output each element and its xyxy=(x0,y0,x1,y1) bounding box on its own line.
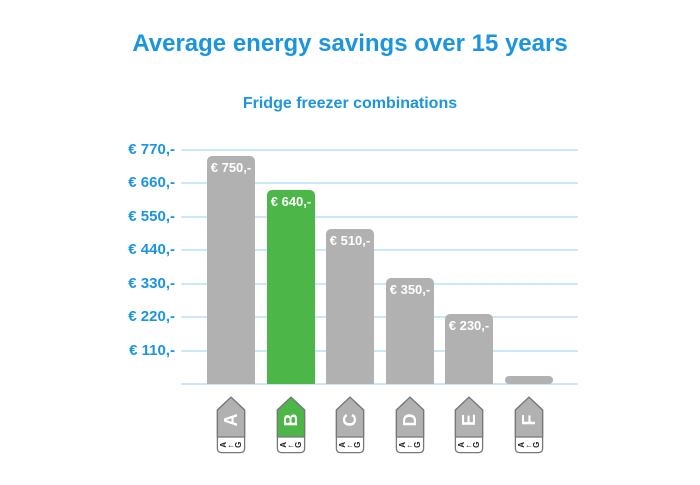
chart-subtitle: Fridge freezer combinations xyxy=(242,95,458,112)
svg-text:G: G xyxy=(234,442,243,448)
bar-D: € 350,- xyxy=(386,278,434,384)
page-title: Average energy savings over 15 years xyxy=(132,30,568,57)
gridline xyxy=(181,149,578,151)
svg-text:G: G xyxy=(353,442,362,448)
svg-text:A: A xyxy=(457,442,466,448)
y-tick-label: € 550,- xyxy=(128,207,175,225)
svg-text:C: C xyxy=(340,414,360,427)
svg-text:A: A xyxy=(219,442,228,448)
svg-text:G: G xyxy=(472,442,481,448)
svg-text:E: E xyxy=(459,414,479,426)
bar-value-label: € 640,- xyxy=(270,194,312,209)
y-tick-label: € 220,- xyxy=(128,308,175,326)
gridline xyxy=(181,383,578,385)
energy-class-A-icon: AA ← G xyxy=(216,396,246,454)
svg-text:←: ← xyxy=(287,440,295,449)
energy-class-F-icon: F A ← G xyxy=(514,396,544,454)
svg-text:B: B xyxy=(281,414,301,427)
svg-text:←: ← xyxy=(525,440,533,449)
y-tick-label: € 110,- xyxy=(129,341,175,359)
bar-value-label: € 750,- xyxy=(210,160,252,175)
svg-text:F: F xyxy=(519,415,539,426)
bar-E: € 230,- xyxy=(445,314,493,384)
y-tick-label: € 330,- xyxy=(128,274,175,292)
y-tick-label: € 660,- xyxy=(128,174,175,192)
energy-class-D-icon: D A ← G xyxy=(395,396,425,454)
svg-text:A: A xyxy=(279,442,288,448)
svg-text:←: ← xyxy=(406,440,414,449)
svg-text:G: G xyxy=(532,442,541,448)
y-tick-label: € 770,- xyxy=(128,141,175,158)
gridline xyxy=(181,215,578,218)
gridline xyxy=(181,249,578,252)
bar-C: € 510,- xyxy=(326,229,374,384)
bar-value-label: € 350,- xyxy=(389,282,431,297)
svg-text:A: A xyxy=(338,442,347,448)
svg-text:A: A xyxy=(398,442,407,448)
energy-class-C-icon: C A ← G xyxy=(335,396,365,454)
gridline xyxy=(181,282,578,285)
bar-value-label: € 230,- xyxy=(448,318,490,333)
svg-text:←: ← xyxy=(227,440,235,449)
svg-text:A: A xyxy=(221,414,241,427)
bar-F xyxy=(505,376,553,384)
gridline xyxy=(181,182,578,185)
bar-value-label: € 510,- xyxy=(329,233,371,248)
svg-text:G: G xyxy=(294,442,303,448)
gridline xyxy=(181,316,578,319)
svg-text:A: A xyxy=(517,442,526,448)
bar-B: € 640,- xyxy=(267,190,315,384)
svg-text:←: ← xyxy=(465,440,473,449)
svg-text:D: D xyxy=(400,414,420,427)
energy-class-B-icon: B A ← G xyxy=(276,396,306,454)
bar-A: € 750,- xyxy=(207,156,255,384)
y-tick-label: € 440,- xyxy=(128,241,175,259)
svg-text:G: G xyxy=(413,442,422,448)
gridline xyxy=(181,349,578,352)
svg-text:←: ← xyxy=(346,440,354,449)
energy-class-E-icon: E A ← G xyxy=(454,396,484,454)
